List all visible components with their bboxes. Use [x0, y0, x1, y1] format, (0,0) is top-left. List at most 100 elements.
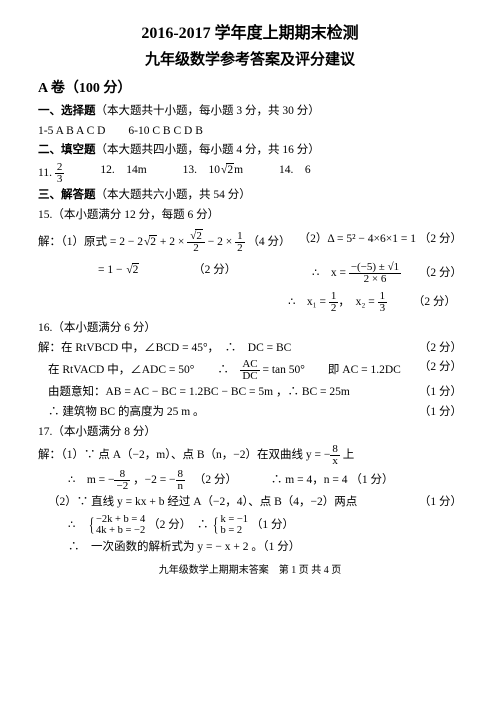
q15-2-expr: （2）Δ = 5² − 4×6×1 = 1 （2 分）	[299, 231, 462, 254]
score-2g: （2 分）	[194, 474, 237, 486]
half-den: 2	[235, 243, 245, 254]
q11-frac: 2 3	[55, 162, 65, 185]
neg2-1: −2	[114, 481, 130, 492]
q17-l1: 解：（1）点 A（−2，m）、点 B（n，−2）在双曲线 y = −8x 上	[38, 444, 462, 467]
h3: 三、解答题	[38, 189, 96, 201]
h2: 二、填空题	[38, 144, 96, 156]
score-2b: （2 分）	[193, 264, 236, 276]
fill-heading: 二、填空题（本大题共四小题，每小题 4 分，共 16 分）	[38, 142, 462, 160]
q16-l3-text: 由题意知：AB = AC − BC = 1.2BC − BC = 5m ，∴ B…	[48, 384, 350, 402]
q15-head: 15.（本小题满分 12 分，每题 6 分）	[38, 207, 462, 225]
score-1a: （1 分）	[419, 384, 462, 402]
score-2e: （2 分）	[419, 340, 462, 358]
q13: 13. 10 2m	[183, 162, 243, 185]
q11: 11. 2 3	[38, 162, 64, 185]
q17-l1b: 点 A（−2，m）、点 B（n，−2）在双曲线 y = −	[84, 449, 330, 461]
q17-l3: （2）∵ 直线 y = kx + b 经过 A（−2，4）、点 B（4，−2）两…	[38, 494, 462, 512]
q17-l3-text: （2）∵ 直线 y = kx + b 经过 A（−2，4）、点 B（4，−2）两…	[48, 494, 357, 512]
q17-head: 17.（本小题满分 8 分）	[38, 424, 462, 442]
sys1b: 4k + b = −2	[96, 525, 145, 536]
q16-l2b: = tan 50° 即 AC = 1.2DC	[260, 365, 401, 377]
selection-answers: 1-5 A B A C D 6-10 C B C D B	[38, 123, 462, 141]
q13-post: m	[234, 164, 243, 176]
score-2h: （2 分）	[148, 519, 185, 531]
q15-1-rad1: 2	[149, 235, 157, 248]
q16-l4: ∴ 建筑物 BC 的高度为 25 m 。 （1 分）	[38, 404, 462, 422]
q15-2b-pre: ∴ x =	[312, 267, 349, 279]
n-den: n	[176, 481, 186, 492]
q13-rad: 2	[226, 163, 234, 176]
h3-note: （本大题共六小题，共 54 分）	[96, 189, 251, 201]
q17-l2c: ∴ m = 4，n = 4	[248, 474, 348, 486]
half-num: 1	[235, 231, 245, 243]
q15-line3: ∴ x₁ = 12， x₂ = 13 （2 分）	[38, 291, 462, 314]
q17-l2b: ，−2 = −	[130, 474, 175, 486]
x2-den: 3	[378, 303, 388, 314]
q15-2c-pre: ∴ x₁ =	[288, 296, 329, 308]
q16-l2-den: DC	[240, 371, 259, 382]
score-2c: （2 分）	[419, 267, 462, 279]
q15-1-pre: 解：（1）原式 = 2 − 2	[38, 236, 143, 248]
q16-head: 16.（本小题满分 6 分）	[38, 320, 462, 338]
q17-l1c: 上	[340, 449, 354, 461]
brace-1: {	[89, 517, 94, 534]
q15-1-frac1: 22	[187, 231, 205, 254]
q15-line2: = 1 − 2 （2 分） ∴ x = −(−5) ± √12 × 6 （2 分…	[38, 262, 462, 285]
q16-l1-text: 解：在 RtVBCD 中，∠BCD = 45°， ∴ DC = BC	[38, 340, 291, 358]
q15-2b-frac: −(−5) ± √12 × 6	[349, 262, 401, 285]
title-line-1: 2016-2017 学年度上期期末检测	[38, 22, 462, 47]
q15-2b-num: −(−5) ± √1	[349, 262, 401, 274]
score-2d: （2 分）	[413, 296, 456, 308]
q15-2-pre: （2）Δ = 5² − 4×6×1 = 1	[299, 233, 419, 245]
q16-l2: 在 RtVACD 中，∠ADC = 50° ∴ ACDC = tan 50° 即…	[38, 359, 462, 382]
x1-num: 1	[329, 291, 339, 303]
selection-heading: 一、选择题（本大题共十小题，每小题 3 分，共 30 分）	[38, 103, 462, 121]
q17-l5: ∴ 一次函数的解析式为 y = − x + 2 。（1 分）	[38, 539, 462, 557]
q16-l2a: 在 RtVACD 中，∠ADC = 50° ∴	[48, 365, 240, 377]
q15-line1: 解：（1）原式 = 2 − 22 + 2 × 22 − 2 × 12 （4 分）…	[38, 231, 462, 254]
f1-den: 2	[187, 243, 205, 254]
x1-den: 2	[329, 303, 339, 314]
q16-l4-text: ∴ 建筑物 BC 的高度为 25 m 。	[48, 404, 205, 422]
q15-1b: = 1 − 2 （2 分）	[38, 262, 236, 285]
fill-answers-row: 11. 2 3 12. 14m 13. 10 2m 14. 6	[38, 162, 462, 185]
q16-l3: 由题意知：AB = AC − BC = 1.2BC − BC = 5m ，∴ B…	[38, 384, 462, 402]
sys1a: −2k + b = 4	[96, 514, 145, 525]
f-num-rad: 2	[195, 229, 203, 242]
q17-l4: ∴ {−2k + b = 44k + b = −2 （2 分） ∴ {k = −…	[38, 514, 462, 537]
page-footer: 九年级数学上期期末答案 第 1 页 共 4 页	[38, 563, 462, 579]
q15-1-mid1: + 2 ×	[157, 236, 187, 248]
h1-note: （本大题共十小题，每小题 3 分，共 30 分）	[96, 105, 320, 117]
score-2f: （2 分）	[419, 359, 462, 382]
score-2a: （2 分）	[419, 233, 462, 245]
q11-den: 3	[55, 174, 65, 185]
sys2a: k = −1	[220, 514, 248, 525]
score-1e: （1 分）	[251, 519, 294, 531]
q15-2b-den: 2 × 6	[349, 274, 401, 285]
brace-2: {	[213, 517, 218, 534]
q14: 14. 6	[279, 162, 311, 185]
score-1b: （1 分）	[419, 404, 462, 422]
q15-1b-pre: = 1 −	[98, 264, 125, 276]
sys2b: b = 2	[220, 525, 242, 536]
score-4a: （4 分）	[247, 236, 290, 248]
x-1: x	[330, 456, 340, 467]
q15-2c-mid: ， x₂ =	[338, 296, 377, 308]
solve-heading: 三、解答题（本大题共六小题，共 54 分）	[38, 187, 462, 205]
q15-1-frac2: 12	[235, 231, 245, 254]
score-1d: （1 分）	[419, 494, 462, 512]
q15-1-expr: 解：（1）原式 = 2 − 22 + 2 × 22 − 2 × 12 （4 分）	[38, 231, 291, 254]
q17-l2a: ∴ m = −	[68, 474, 114, 486]
q12: 12. 14m	[100, 162, 146, 185]
q17-l2: ∴ m = −8−2 ，−2 = −8n （2 分） ∴ m = 4，n = 4…	[38, 469, 462, 492]
q13-pre: 13. 10	[183, 164, 220, 176]
q17-l1a: 解：（1）	[38, 449, 84, 461]
q11-label: 11.	[38, 167, 52, 179]
h1: 一、选择题	[38, 105, 96, 117]
q15-1-mid2: − 2 ×	[205, 236, 235, 248]
section-a-heading: A 卷（100 分）	[38, 78, 462, 100]
q15-2b: ∴ x = −(−5) ± √12 × 6 （2 分）	[312, 262, 462, 285]
score-1c: （1 分）	[350, 474, 393, 486]
q15-1b-rad: 2	[132, 263, 140, 276]
q16-l1: 解：在 RtVBCD 中，∠BCD = 45°， ∴ DC = BC （2 分）	[38, 340, 462, 358]
